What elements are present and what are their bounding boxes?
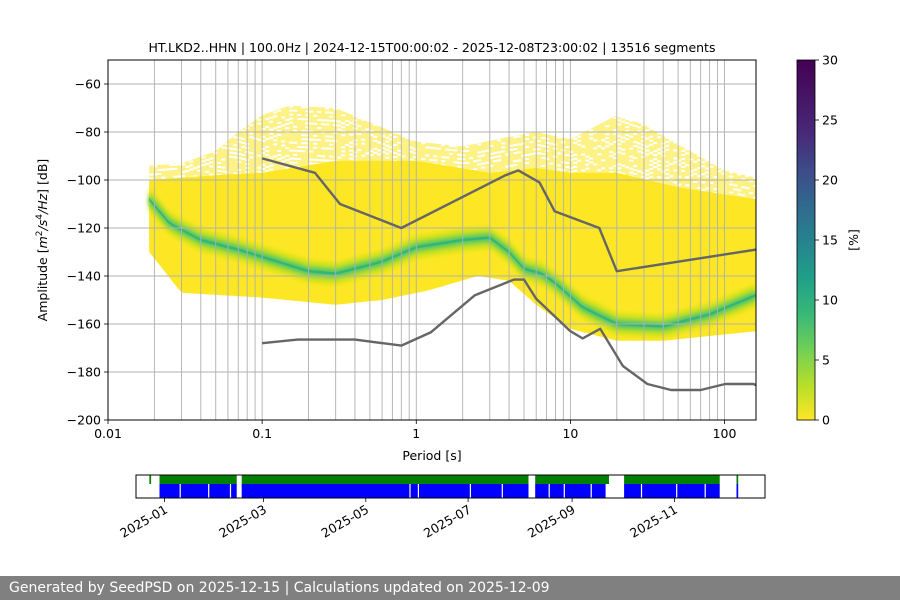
timeline-segment-blue — [624, 484, 720, 498]
timeline-gap — [676, 484, 678, 498]
psd-figure: HT.LKD2..HHN | 100.0Hz | 2024-12-15T00:0… — [35, 40, 861, 541]
psd-mode-ridge-2 — [149, 196, 756, 330]
y-tick-label: −160 — [67, 317, 101, 332]
y-tick-label: −180 — [67, 365, 101, 380]
data-availability-timeline: 2025-01 2025-03 2025-05 2025-07 2025-09 2025-… — [117, 474, 766, 541]
timeline-segment-green — [241, 475, 529, 484]
y-tick-label: −80 — [75, 125, 101, 140]
timeline-tick-label: 2025-07 — [421, 502, 474, 541]
timeline-gap — [179, 484, 181, 498]
timeline-gap — [501, 484, 503, 498]
timeline-gap — [208, 484, 210, 498]
colorbar: 0 5 10 15 20 25 30 — [796, 53, 838, 428]
colorbar-tick-label: 10 — [822, 293, 838, 308]
y-axis: −200 −180 −160 −140 −120 −100 −80 −60 — [67, 77, 108, 428]
colorbar-tick-label: 30 — [822, 53, 838, 68]
footer-text: Generated by SeedPSD on 2025-12-15 | Cal… — [9, 580, 550, 596]
noise-model-lines — [261, 157, 756, 392]
timeline-segment-blue — [241, 484, 529, 498]
y-axis-label-unit-m: m — [35, 236, 50, 248]
grid — [108, 60, 756, 420]
y-axis-label: Amplitude [m2/s4/Hz] [dB] — [35, 159, 50, 322]
y-tick-label: −60 — [75, 77, 101, 92]
timeline-gap — [548, 484, 550, 498]
timeline-gap — [704, 484, 706, 498]
x-axis-label: Period [s] — [402, 448, 461, 463]
high-noise-model-line — [261, 157, 756, 273]
x-axis: 0.01 0.1 1 10 100 — [94, 420, 737, 441]
timeline-frame — [135, 474, 766, 499]
colorbar-tick-label: 25 — [822, 113, 838, 128]
y-tick-label: −120 — [67, 221, 101, 236]
x-tick-label: 0.01 — [94, 426, 122, 441]
x-tick-label: 0.1 — [252, 426, 272, 441]
timeline-segment-green — [159, 475, 237, 484]
timeline-tick-label: 2025-03 — [216, 502, 269, 541]
colorbar-label: [%] — [846, 229, 861, 251]
timeline-tick-label: 2025-11 — [627, 502, 680, 541]
timeline-gap — [229, 484, 232, 498]
colorbar-tick-label: 20 — [822, 173, 838, 188]
timeline-segment-blue — [736, 484, 739, 498]
colorbar-tick-label: 5 — [822, 353, 830, 368]
timeline-tick-label: 2025-09 — [525, 502, 578, 541]
footer-bar: Generated by SeedPSD on 2025-12-15 | Cal… — [0, 576, 900, 600]
y-tick-label: −100 — [67, 173, 101, 188]
y-axis-label-prefix: Amplitude [ — [35, 248, 50, 321]
y-tick-label: −140 — [67, 269, 101, 284]
chart-title: HT.LKD2..HHN | 100.0Hz | 2024-12-15T00:0… — [149, 40, 716, 55]
timeline-segment-blue — [535, 484, 606, 498]
timeline-gap — [417, 484, 419, 498]
y-tick-label: −200 — [67, 413, 101, 428]
timeline-segment-green — [149, 475, 152, 484]
plot-frame — [107, 59, 757, 421]
plot-area — [108, 60, 756, 420]
timeline-gap — [409, 484, 411, 498]
x-tick-label: 1 — [412, 426, 420, 441]
timeline-gap — [469, 484, 471, 498]
colorbar-tick-label: 0 — [822, 413, 830, 428]
x-tick-label: 100 — [713, 426, 737, 441]
timeline-segment-green — [736, 475, 739, 484]
timeline-gap — [563, 484, 565, 498]
psd-distribution — [149, 105, 756, 341]
timeline-gap — [590, 484, 592, 498]
colorbar-gradient — [796, 59, 816, 421]
timeline-tick-label: 2025-05 — [319, 502, 372, 541]
timeline-segment-green — [535, 475, 609, 484]
low-noise-model-line — [261, 278, 756, 392]
colorbar-tick-label: 15 — [822, 233, 838, 248]
x-tick-label: 10 — [562, 426, 578, 441]
timeline-gap — [640, 484, 643, 498]
timeline-segment-blue — [159, 484, 237, 498]
timeline-segment-green — [624, 475, 720, 484]
timeline-tick-label: 2025-01 — [117, 502, 170, 541]
